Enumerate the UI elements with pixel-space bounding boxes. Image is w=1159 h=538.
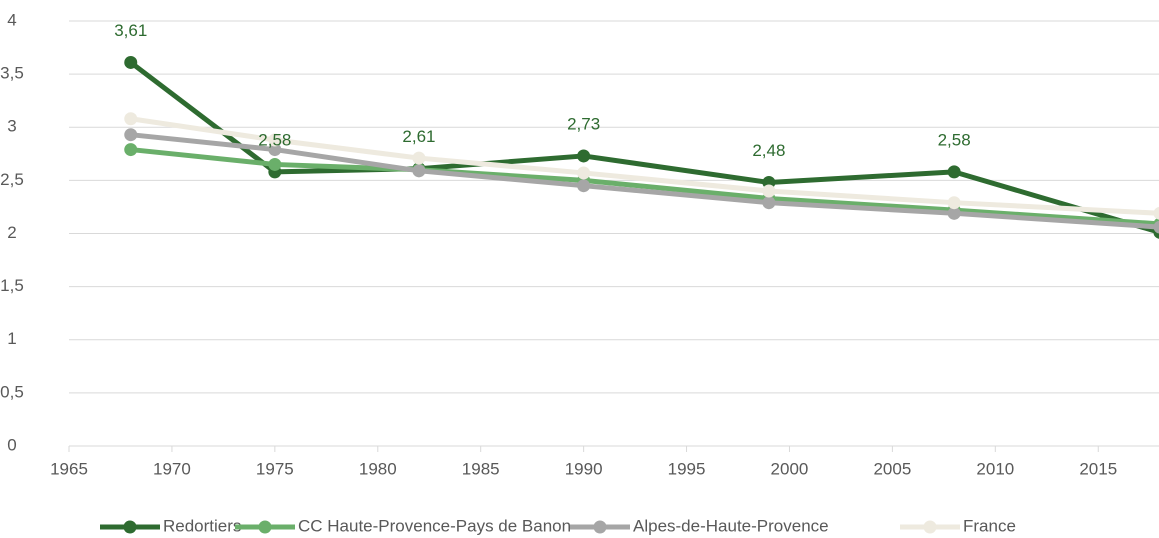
legend-label: France	[963, 516, 1016, 535]
x-tick-label: 1980	[359, 459, 397, 478]
x-tick-label: 2010	[976, 459, 1014, 478]
data-point	[762, 196, 776, 210]
data-point	[577, 149, 591, 163]
data-point	[412, 164, 426, 178]
x-tick-label: 2005	[873, 459, 911, 478]
legend: Redortiers CC Haute-Provence-Pays de Bano…	[100, 516, 1016, 535]
data-label: 2,58	[258, 130, 291, 149]
legend-label: Redortiers	[163, 516, 241, 535]
x-tick-label: 1965	[50, 459, 88, 478]
data-point	[947, 196, 961, 210]
data-label: 2,61	[402, 127, 435, 146]
y-tick-label: 4	[7, 10, 16, 29]
x-tick-label: 2000	[771, 459, 809, 478]
data-point	[412, 151, 426, 165]
data-point	[124, 143, 138, 157]
data-point	[268, 143, 282, 157]
y-tick-label: 3	[7, 117, 16, 136]
legend-label: CC Haute-Provence-Pays de Banon	[298, 516, 571, 535]
legend-marker	[123, 520, 137, 534]
legend-label: Alpes-de-Haute-Provence	[633, 516, 829, 535]
data-point	[124, 55, 138, 69]
labels: 0 0,5 1 1,5 2 2,5 3 3,5 4 1965 1970 1975 1980 1985 199…	[0, 10, 1117, 478]
data-point	[268, 133, 282, 147]
y-tick-label: 3,5	[0, 64, 24, 83]
plot-area	[124, 55, 1159, 239]
y-tick-label: 1	[7, 329, 16, 348]
x-tick-label: 1995	[668, 459, 706, 478]
y-tick-label: 0,5	[0, 382, 24, 401]
legend-marker	[593, 520, 607, 534]
legend-marker	[923, 520, 937, 534]
y-tick-label: 1,5	[0, 276, 24, 295]
data-point	[1153, 220, 1159, 234]
y-tick-label: 2,5	[0, 170, 24, 189]
x-tick-label: 1975	[256, 459, 294, 478]
data-point	[124, 112, 138, 126]
data-point	[577, 166, 591, 180]
data-point	[1153, 206, 1159, 220]
data-point	[947, 165, 961, 179]
data-point	[124, 128, 138, 142]
x-tick-label: 1985	[462, 459, 500, 478]
data-point	[577, 179, 591, 193]
legend-marker	[258, 520, 272, 534]
data-label: 2,48	[752, 141, 785, 160]
y-tick-label: 2	[7, 223, 16, 242]
x-tick-label: 1990	[565, 459, 603, 478]
data-point	[268, 157, 282, 171]
grid	[68, 20, 1159, 452]
data-point	[947, 206, 961, 220]
x-tick-label: 1970	[153, 459, 191, 478]
data-label: 3,61	[114, 21, 147, 40]
x-tick-label: 2015	[1079, 459, 1117, 478]
y-tick-label: 0	[7, 435, 16, 454]
data-label: 2,73	[567, 114, 600, 133]
data-point	[762, 184, 776, 198]
data-label: 2,58	[938, 130, 971, 149]
